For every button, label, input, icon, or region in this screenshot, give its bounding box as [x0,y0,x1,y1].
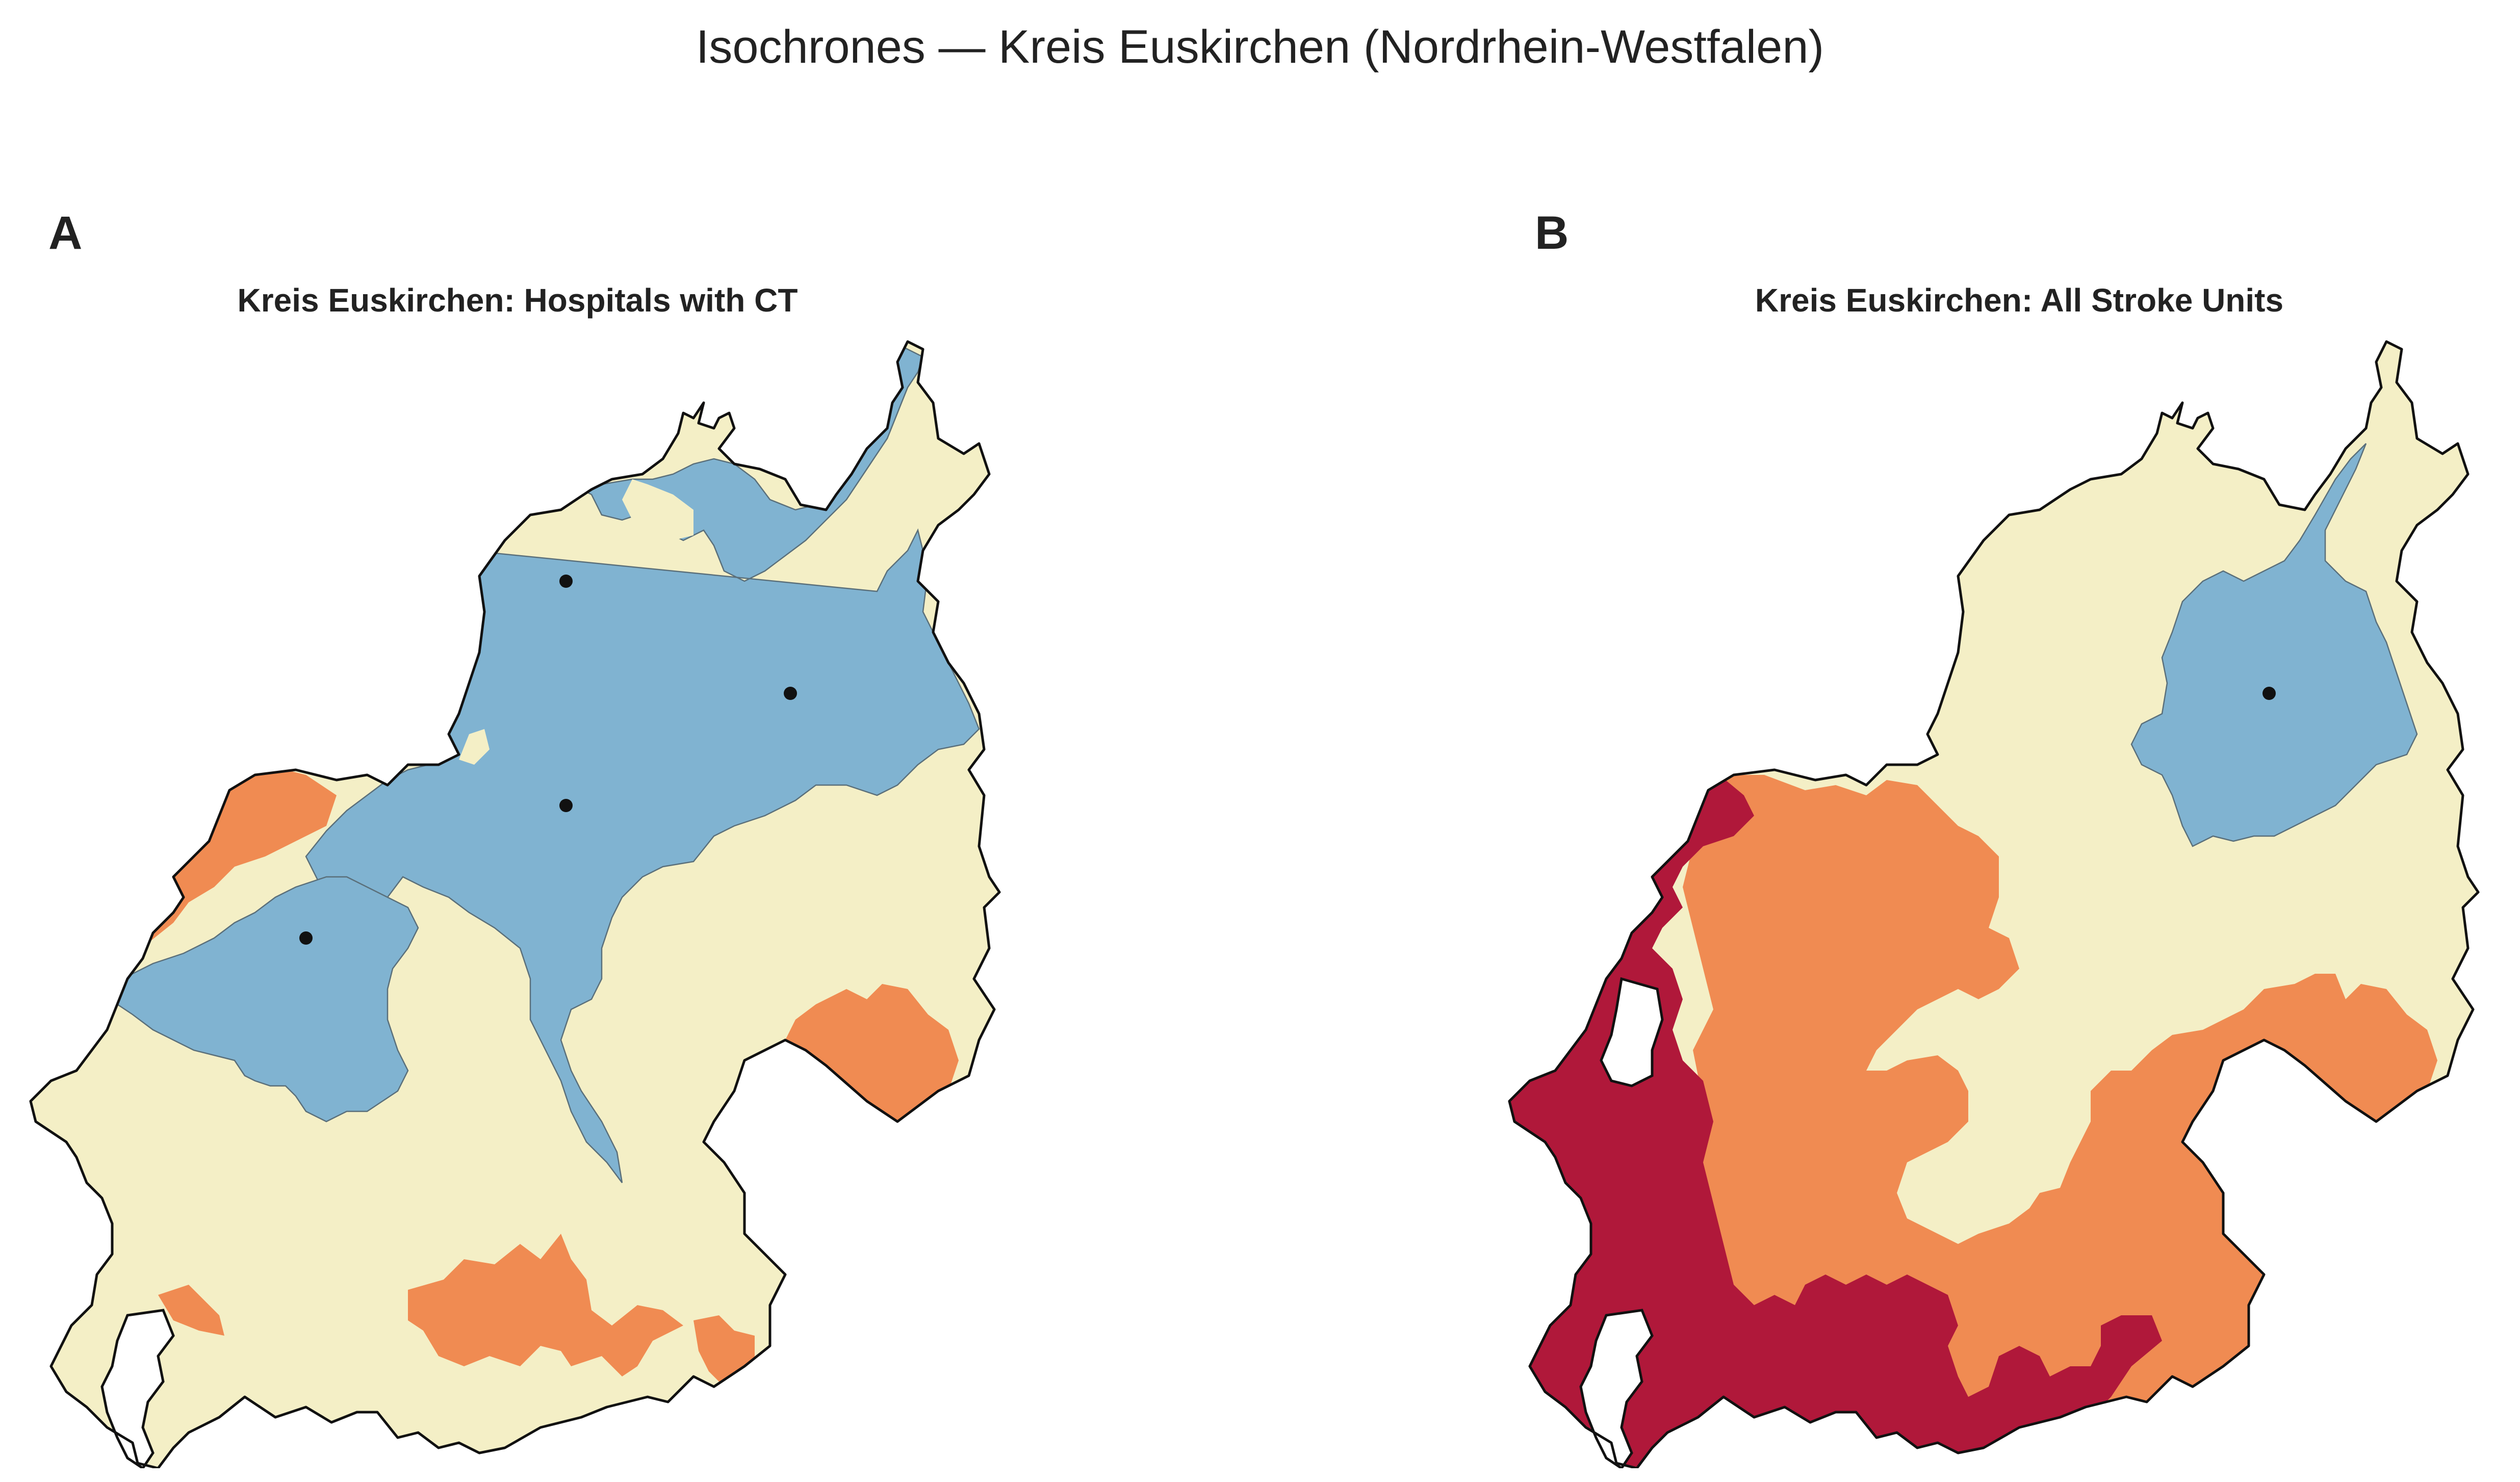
panel-b-map [1499,326,2519,1468]
panel-b-exclave-hole [1579,1309,1654,1468]
panel-a-title: Kreis Euskirchen: Hospitals with CT [237,282,798,319]
facility-point-1 [559,575,573,588]
panel-b-facility-points [2262,687,2276,700]
panel-a-base-hole-small [459,729,490,765]
panel-b-title: Kreis Euskirchen: All Stroke Units [1755,282,2284,319]
facility-point-2 [784,687,797,700]
panel-a-orange-zone-south [408,1234,683,1376]
panel-b-isochrone-layers [1509,342,2478,1468]
panel-a-blue-zone-west [96,876,419,1123]
panel-a-orange-zone-northwest [41,749,337,1076]
panel-a-map [20,326,1040,1468]
facility-point-1 [2262,687,2276,700]
facility-point-3 [559,799,573,812]
panel-a-facility-points [299,575,797,945]
panel-b-letter: B [1535,207,1569,259]
panel-a-isochrone-layers [31,342,999,1468]
panel-a-exclave-hole [100,1309,175,1468]
panel-a-letter: A [48,207,83,259]
panel-b-blue-zone [2130,443,2418,847]
panel-b-interior-hole [1600,977,1664,1087]
figure-title: Isochrones — Kreis Euskirchen (Nordrhein… [696,21,1824,73]
panel-a-orange-zone-southwest [158,1285,224,1336]
facility-point-4 [299,931,313,945]
panel-a-base-hole-north [622,479,693,540]
panel-b-crimson-zone [1509,755,2162,1468]
